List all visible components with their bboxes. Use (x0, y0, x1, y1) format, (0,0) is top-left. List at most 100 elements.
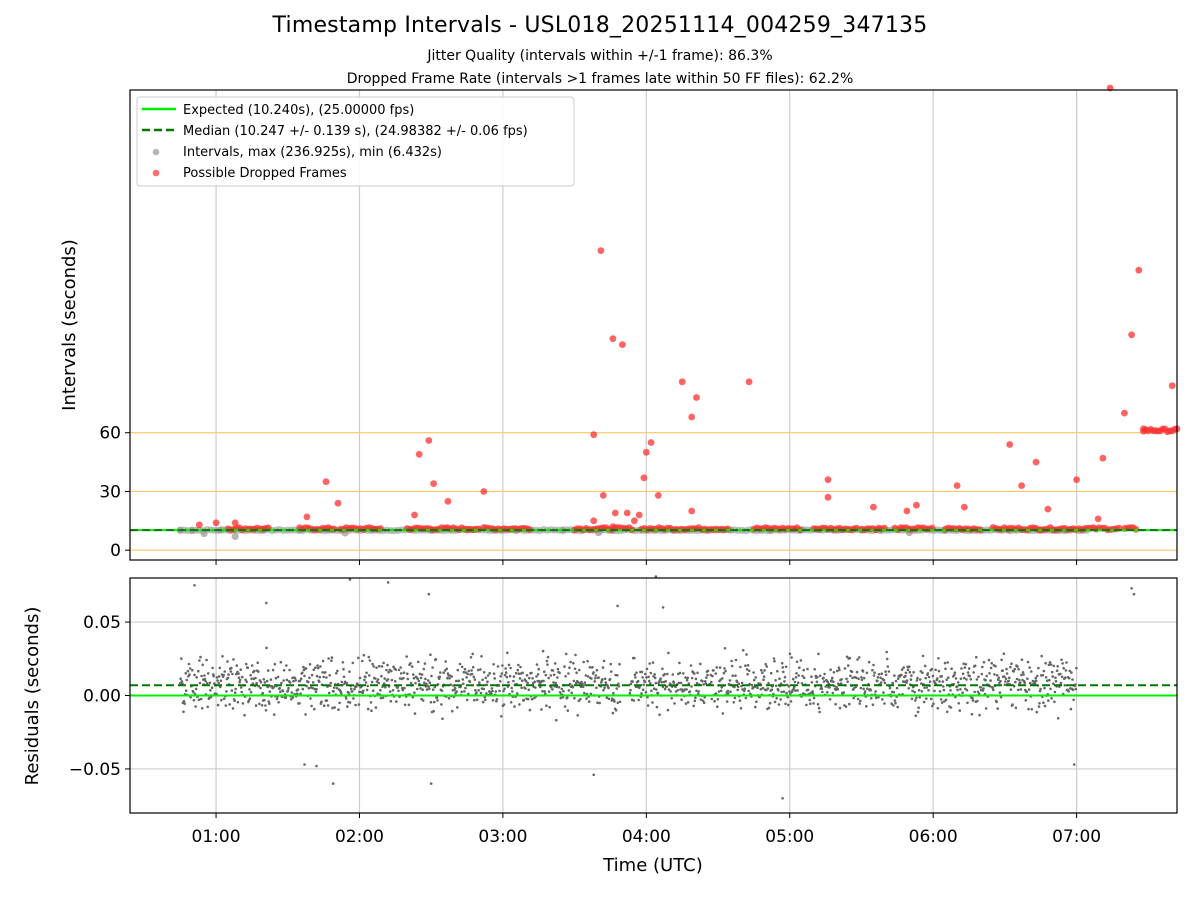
residual-point (607, 686, 610, 690)
residual-point (649, 671, 653, 675)
residual-point (348, 578, 352, 581)
residual-point (1027, 688, 1031, 691)
residual-point (526, 697, 530, 701)
residual-point (845, 655, 849, 659)
residual-point (600, 681, 603, 684)
dropped-frame-point (640, 474, 648, 482)
residual-point (609, 662, 612, 666)
residual-point (780, 662, 784, 665)
residual-point (518, 703, 521, 706)
dropped-frame-point (597, 247, 605, 255)
residual-point (1060, 675, 1064, 679)
residual-point (1015, 677, 1019, 681)
residual-point (1049, 687, 1052, 691)
residual-point (473, 698, 476, 702)
residual-point (669, 690, 672, 693)
residual-point (872, 674, 876, 677)
residual-point (294, 679, 298, 682)
residual-point (643, 680, 647, 684)
residual-point (844, 705, 848, 708)
residual-point (1056, 665, 1059, 668)
residual-point (754, 676, 758, 679)
residual-point (894, 679, 898, 683)
residual-point (1038, 689, 1042, 693)
residual-point (498, 680, 502, 683)
residual-point (964, 663, 968, 666)
residual-point (403, 703, 407, 707)
residual-point (299, 692, 302, 695)
residual-point (277, 701, 280, 704)
residual-point (796, 689, 799, 692)
residual-point (995, 674, 999, 677)
residual-point (303, 763, 306, 766)
residual-point (641, 676, 644, 679)
residual-point (500, 672, 504, 675)
residual-point (690, 685, 693, 688)
dropped-frame-point (1128, 331, 1135, 339)
residual-point (655, 705, 659, 709)
residual-point (456, 668, 460, 672)
residual-point (385, 668, 388, 672)
dropped-frame-point (231, 519, 239, 527)
residual-point (754, 705, 757, 709)
residual-point (471, 652, 475, 656)
residual-point (287, 686, 290, 690)
residual-point (456, 706, 459, 709)
residual-point (291, 696, 295, 699)
residual-point (425, 688, 429, 691)
residual-point (767, 681, 770, 685)
residual-point (415, 687, 419, 691)
residual-point (860, 678, 864, 682)
residual-point (579, 698, 582, 701)
residual-point (664, 680, 667, 683)
residual-point (801, 674, 804, 678)
residual-point (421, 699, 425, 702)
residual-point (918, 678, 922, 681)
dropped-frame-point (480, 488, 488, 495)
residual-point (440, 689, 444, 692)
residual-point (817, 706, 821, 710)
residual-point (483, 696, 487, 699)
residual-point (417, 660, 420, 664)
residual-point (785, 691, 788, 695)
residual-point (383, 677, 387, 680)
residual-point (504, 667, 508, 670)
residual-point (882, 691, 885, 694)
residual-point (640, 670, 644, 674)
residual-point (885, 657, 889, 661)
residual-point (250, 664, 254, 667)
residual-point (595, 686, 598, 690)
residual-point (765, 688, 768, 692)
residual-point (947, 676, 950, 679)
residual-point (424, 677, 427, 681)
residual-point (307, 680, 310, 684)
residual-point (237, 676, 241, 679)
residual-point (822, 680, 826, 683)
residual-point (465, 676, 468, 679)
intervals-panel: 0 30 60 Intervals (seconds) Expected (10.2… (59, 84, 1181, 565)
residual-point (588, 666, 592, 669)
residual-point (836, 687, 840, 691)
dropped-frame-point (1094, 515, 1102, 523)
residual-point (989, 666, 993, 670)
residual-point (931, 674, 935, 678)
residual-point (441, 717, 444, 720)
residual-point (695, 689, 698, 693)
residual-point (694, 696, 697, 700)
residual-point (783, 680, 786, 683)
residual-point (1132, 592, 1136, 596)
residual-point (1024, 699, 1028, 702)
residual-point (611, 711, 615, 715)
residual-point (345, 681, 349, 685)
dropped-frame-point (953, 482, 961, 489)
residual-point (640, 692, 643, 695)
residuals-axis-ticks: 01:00 02:00 03:00 04:00 05:00 06:00 07:00 0.05 0… (69, 613, 1101, 847)
residual-point (179, 677, 182, 680)
residual-point (857, 677, 860, 681)
residual-point (1054, 679, 1058, 683)
residual-point (475, 698, 479, 701)
residual-point (843, 667, 847, 670)
residual-point (886, 665, 890, 668)
residual-point (1072, 698, 1075, 702)
residual-point (965, 678, 968, 681)
